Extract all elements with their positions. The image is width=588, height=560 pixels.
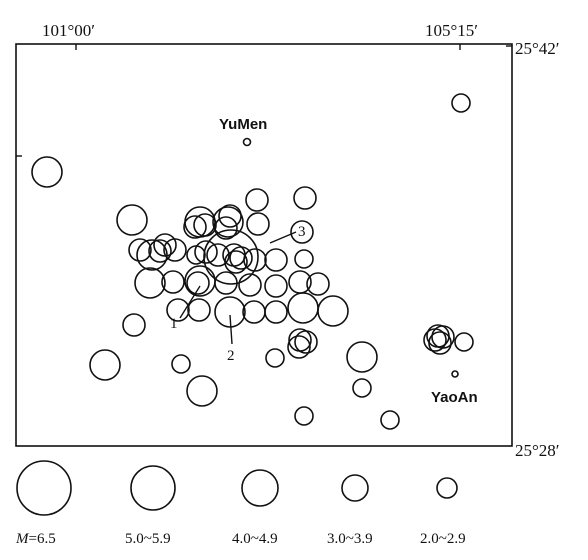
earthquake-event-circle [184,265,216,297]
lon-label-left: 101°00′ [42,21,95,40]
lat-label-bottom: 25°28′ [515,441,560,460]
earthquake-event-circle [134,267,166,299]
town-label-yaoan: YaoAn [431,389,478,406]
earthquake-event-circle [212,206,244,238]
earthquake-event-circle [171,354,191,374]
earthquake-event-circle [245,188,269,212]
earthquake-event-circle [183,215,207,239]
marker-label-3: 3 [298,224,306,240]
earthquake-events [31,93,474,430]
earthquake-event-circle [243,248,267,272]
earthquake-event-circle [264,248,288,272]
town-marker-yumen [242,137,252,147]
legend-symbol-m2 [436,477,458,499]
earthquake-event-circle [294,330,318,354]
legend-label-m5: 5.0~5.9 [125,531,171,547]
earthquake-event-circle [246,212,270,236]
legend-label-m4: 4.0~4.9 [232,531,278,547]
marker-label-1: 1 [170,316,178,332]
earthquake-event-circle [352,378,372,398]
earthquake-event-circle [203,229,259,285]
earthquake-event-circle [186,375,218,407]
legend-label-m65: M=6.5 [15,531,56,547]
earthquake-event-circle [206,243,230,267]
earthquake-event-circle [186,271,210,295]
map-frame [15,43,513,447]
earthquake-event-circle [214,216,238,240]
earthquake-event-circle [184,206,216,238]
earthquake-event-circle [264,300,288,324]
legend: M=6.5 5.0~5.9 4.0~4.9 3.0~3.9 2.0~2.9 [15,460,466,547]
earthquake-event-circle [428,331,452,355]
earthquake-event-circle [346,341,378,373]
earthquake-event-circle [148,239,172,263]
earthquake-event-circle [128,238,152,262]
legend-label-m3: 3.0~3.9 [327,531,373,547]
earthquake-event-circle [451,93,471,113]
lon-label-right: 105°15′ [425,21,478,40]
leader-line-1 [179,285,201,319]
earthquake-event-circle [166,298,190,322]
earthquake-event-circle [242,300,266,324]
earthquake-event-circle [294,406,314,426]
earthquake-event-circle [454,332,474,352]
earthquake-event-circle [293,186,317,210]
earthquake-event-circle [238,273,262,297]
earthquake-event-circle [218,204,242,228]
earthquake-event-circle [163,238,187,262]
earthquake-event-circle [187,298,211,322]
earthquake-event-circle [116,204,148,236]
town-marker-yaoan [451,370,459,378]
earthquake-event-circle [265,348,285,368]
earthquake-event-circle [317,295,349,327]
earthquake-event-circle [290,220,314,244]
earthquake-event-circle [380,410,400,430]
earthquake-event-circle [161,270,185,294]
legend-symbol-m3 [341,474,369,502]
lat-label-top: 25°42′ [515,39,560,58]
leader-line-3 [269,231,297,244]
earthquake-event-circle [31,156,63,188]
earthquake-event-circle [294,249,314,269]
legend-label-m2: 2.0~2.9 [420,531,466,547]
town-label-yumen: YuMen [219,116,267,133]
earthquake-event-circle [194,240,218,264]
earthquake-event-circle [306,272,330,296]
legend-label-m65-value: =6.5 [29,531,56,547]
earthquake-event-circle [423,328,447,352]
earthquake-event-circle [122,313,146,337]
earthquake-event-circle [89,349,121,381]
legend-symbol-m4 [241,469,279,507]
earthquake-event-circle [136,239,168,271]
earthquake-event-circle [287,335,311,359]
legend-symbol-m65 [16,460,72,516]
earthquake-event-circle [214,296,246,328]
earthquake-event-circle [224,250,248,274]
leader-line-2 [229,314,233,345]
earthquake-event-circle [229,246,253,270]
earthquake-event-circle [287,292,319,324]
marker-label-2: 2 [227,348,235,364]
legend-symbol-m5 [130,465,176,511]
earthquake-event-circle [264,274,288,298]
earthquake-event-circle [214,271,238,295]
